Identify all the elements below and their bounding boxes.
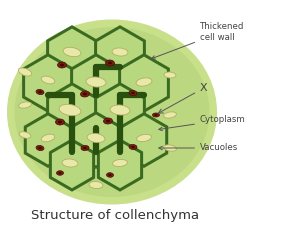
Ellipse shape	[83, 93, 87, 95]
Ellipse shape	[81, 146, 89, 151]
Ellipse shape	[109, 174, 112, 176]
Ellipse shape	[18, 68, 32, 76]
Ellipse shape	[41, 76, 55, 84]
Ellipse shape	[164, 72, 176, 78]
Ellipse shape	[154, 114, 158, 116]
Text: Cytoplasm: Cytoplasm	[159, 116, 246, 131]
Polygon shape	[72, 55, 120, 111]
Ellipse shape	[164, 112, 176, 118]
Ellipse shape	[104, 118, 112, 124]
Ellipse shape	[106, 120, 110, 122]
Ellipse shape	[106, 60, 114, 66]
Polygon shape	[47, 84, 96, 140]
Ellipse shape	[136, 78, 152, 86]
Ellipse shape	[36, 89, 44, 95]
Ellipse shape	[55, 119, 65, 125]
Ellipse shape	[58, 62, 66, 68]
Ellipse shape	[89, 181, 103, 189]
Ellipse shape	[36, 146, 44, 151]
Ellipse shape	[57, 171, 63, 175]
Ellipse shape	[19, 102, 32, 108]
Ellipse shape	[38, 147, 42, 149]
Ellipse shape	[81, 91, 89, 97]
Polygon shape	[24, 55, 72, 111]
Polygon shape	[47, 27, 96, 83]
Text: X: X	[158, 83, 208, 113]
Polygon shape	[25, 114, 71, 166]
Polygon shape	[119, 55, 168, 111]
Ellipse shape	[112, 159, 127, 167]
Ellipse shape	[62, 159, 78, 167]
Ellipse shape	[60, 64, 64, 66]
Ellipse shape	[63, 47, 81, 57]
Polygon shape	[99, 140, 142, 190]
Ellipse shape	[19, 132, 31, 138]
Ellipse shape	[14, 27, 209, 197]
Ellipse shape	[108, 62, 112, 64]
Text: Thickened
cell wall: Thickened cell wall	[152, 22, 244, 59]
Ellipse shape	[129, 91, 137, 96]
Ellipse shape	[58, 121, 62, 123]
Ellipse shape	[38, 91, 42, 93]
Ellipse shape	[131, 146, 135, 148]
Text: Vacuoles: Vacuoles	[159, 143, 238, 153]
Polygon shape	[73, 113, 119, 167]
Ellipse shape	[83, 147, 87, 149]
Text: Structure of collenchyma: Structure of collenchyma	[31, 209, 199, 222]
Polygon shape	[96, 84, 144, 140]
Ellipse shape	[153, 113, 160, 117]
Ellipse shape	[86, 77, 106, 87]
Polygon shape	[96, 27, 144, 83]
Ellipse shape	[7, 20, 217, 205]
Polygon shape	[121, 114, 167, 166]
Polygon shape	[50, 140, 94, 190]
Ellipse shape	[137, 134, 151, 142]
Ellipse shape	[131, 92, 135, 94]
Ellipse shape	[59, 104, 81, 116]
Ellipse shape	[58, 172, 62, 174]
Ellipse shape	[129, 144, 137, 150]
Ellipse shape	[87, 133, 105, 143]
Ellipse shape	[41, 134, 55, 142]
Ellipse shape	[164, 145, 176, 151]
Ellipse shape	[106, 173, 114, 177]
Ellipse shape	[112, 48, 128, 56]
Ellipse shape	[110, 105, 130, 115]
